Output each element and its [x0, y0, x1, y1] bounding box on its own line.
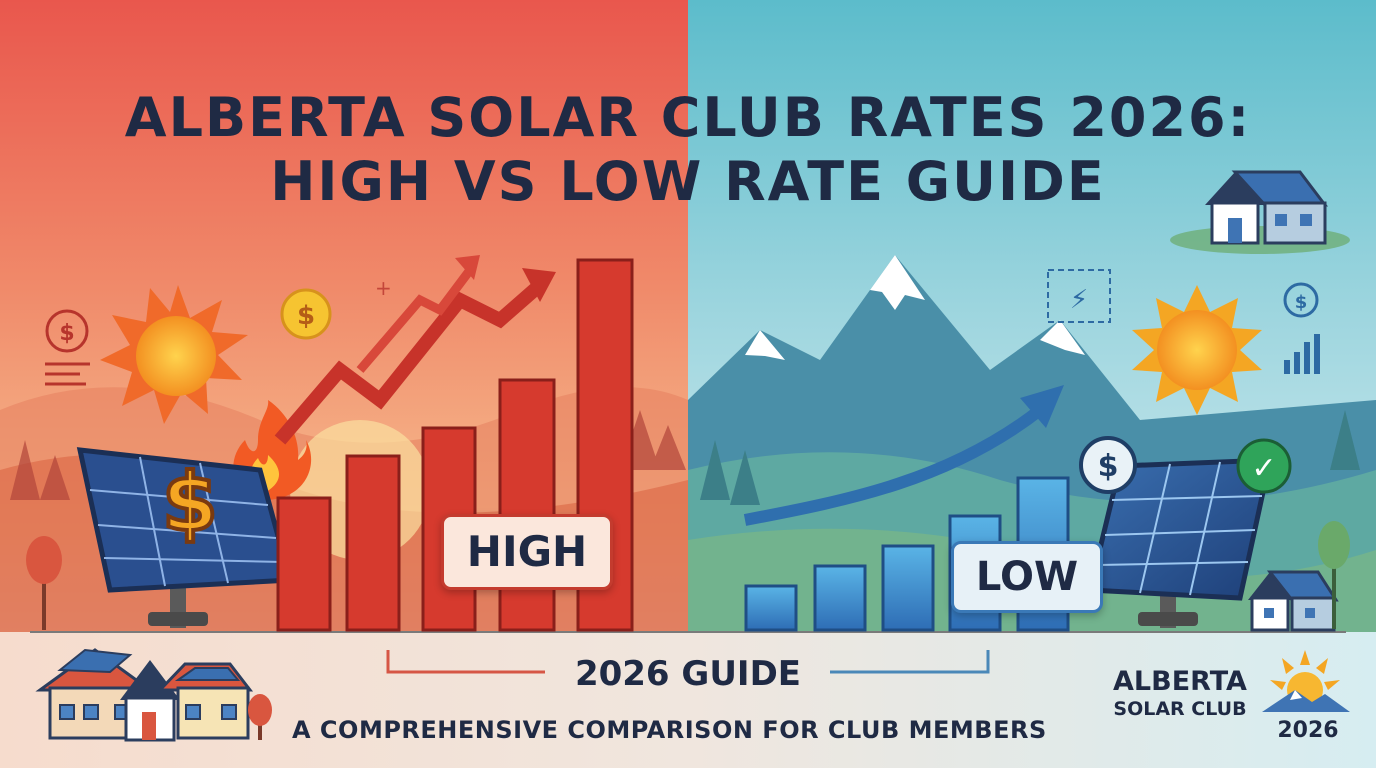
check-badge-icon: ✓ — [1236, 438, 1292, 494]
svg-text:$: $ — [297, 301, 315, 331]
hot-sun-icon — [100, 285, 248, 424]
guide-bracket-right — [830, 650, 990, 674]
svg-text:$: $ — [59, 321, 74, 346]
mountain-snow-peak-2 — [1040, 320, 1085, 355]
rising-trend-arrow — [274, 255, 556, 445]
page-title-line-1: ALBERTA SOLAR CLUB RATES 2026: — [124, 86, 1252, 149]
subtitle: A COMPREHENSIVE COMPARISON FOR CLUB MEMB… — [292, 716, 1047, 744]
autumn-tree-icon — [26, 536, 62, 630]
low-bar — [813, 564, 867, 632]
energy-meter-icon: ⚡ — [1047, 269, 1111, 323]
logo-year: 2026 — [1277, 718, 1339, 743]
club-logo-emblem — [1262, 650, 1350, 712]
houses-with-solar-icon — [35, 648, 272, 742]
house-with-solar-bottom-icon — [1248, 570, 1339, 632]
dollar-sign-icon: $ — [162, 456, 218, 549]
gentle-trend-arrow — [743, 385, 1064, 526]
mountain-snow-peak-3 — [745, 330, 785, 360]
right-solar-panel — [1086, 457, 1274, 628]
house-with-solar-top-icon — [1170, 170, 1350, 254]
low-bar — [744, 584, 798, 632]
page-title-line-2: HIGH VS LOW RATE GUIDE — [270, 150, 1106, 213]
svg-text:$: $ — [1098, 449, 1119, 484]
svg-text:$: $ — [1295, 292, 1308, 313]
guide-heading: 2026 GUIDE — [574, 654, 802, 694]
high-rate-label: HIGH — [441, 514, 613, 590]
guide-bracket-left — [386, 650, 545, 674]
mild-sun-icon — [1132, 285, 1262, 415]
logo-club: SOLAR CLUB — [1113, 698, 1247, 720]
logo-name: ALBERTA — [1113, 666, 1247, 697]
dollar-badge-icon: $ — [1079, 436, 1137, 494]
low-bar — [881, 544, 935, 632]
high-bar — [276, 496, 332, 632]
svg-text:⚡: ⚡ — [1070, 285, 1088, 315]
green-tree-icon — [1318, 521, 1350, 629]
right-trees — [700, 410, 1360, 505]
plus-sparkle-icon: + — [375, 276, 392, 300]
dollar-list-icon: $ — [45, 309, 90, 386]
low-rate-label: LOW — [951, 541, 1103, 613]
mountain-snow-peak — [870, 255, 925, 310]
high-bar — [345, 454, 401, 632]
dollar-coin-icon: $ — [280, 288, 332, 340]
growth-chart-icon: $ — [1283, 282, 1320, 374]
high-bar — [498, 378, 556, 632]
svg-text:✓: ✓ — [1251, 451, 1276, 486]
